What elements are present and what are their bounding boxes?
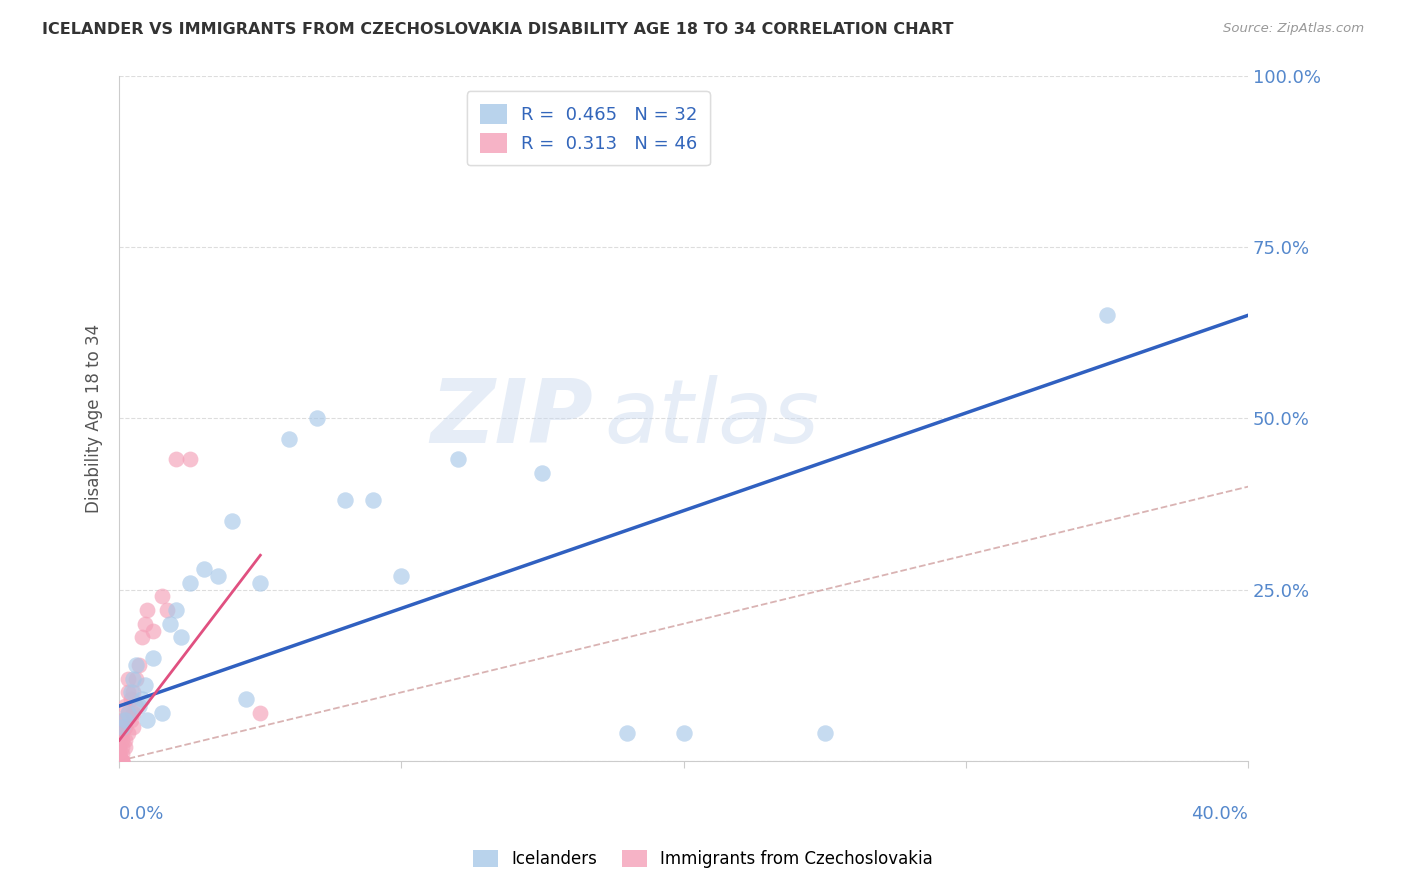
- Point: [616, 726, 638, 740]
- Point: [114, 733, 136, 747]
- Point: [179, 452, 201, 467]
- Point: [136, 713, 159, 727]
- Point: [159, 616, 181, 631]
- Text: atlas: atlas: [605, 376, 820, 461]
- Point: [120, 692, 142, 706]
- Legend: R =  0.465   N = 32, R =  0.313   N = 46: R = 0.465 N = 32, R = 0.313 N = 46: [467, 91, 710, 166]
- Point: [125, 672, 148, 686]
- Point: [122, 672, 145, 686]
- Point: [136, 603, 159, 617]
- Point: [156, 603, 179, 617]
- Text: 40.0%: 40.0%: [1191, 805, 1249, 823]
- Text: Source: ZipAtlas.com: Source: ZipAtlas.com: [1223, 22, 1364, 36]
- Point: [193, 562, 215, 576]
- Point: [108, 740, 131, 755]
- Point: [117, 706, 139, 720]
- Point: [134, 616, 156, 631]
- Point: [672, 726, 695, 740]
- Point: [108, 754, 131, 768]
- Point: [134, 678, 156, 692]
- Point: [114, 740, 136, 755]
- Point: [128, 657, 150, 672]
- Point: [125, 698, 148, 713]
- Point: [128, 698, 150, 713]
- Point: [117, 726, 139, 740]
- Point: [111, 754, 134, 768]
- Point: [117, 672, 139, 686]
- Point: [108, 754, 131, 768]
- Point: [111, 713, 134, 727]
- Point: [114, 713, 136, 727]
- Point: [277, 432, 299, 446]
- Point: [122, 706, 145, 720]
- Point: [249, 706, 271, 720]
- Point: [120, 685, 142, 699]
- Point: [111, 726, 134, 740]
- Point: [165, 452, 187, 467]
- Point: [120, 713, 142, 727]
- Point: [221, 514, 243, 528]
- Text: ZIP: ZIP: [430, 375, 593, 462]
- Point: [235, 692, 257, 706]
- Point: [111, 754, 134, 768]
- Legend: Icelanders, Immigrants from Czechoslovakia: Icelanders, Immigrants from Czechoslovak…: [467, 843, 939, 875]
- Point: [108, 754, 131, 768]
- Point: [165, 603, 187, 617]
- Text: 0.0%: 0.0%: [120, 805, 165, 823]
- Point: [142, 624, 165, 638]
- Point: [179, 575, 201, 590]
- Point: [150, 706, 173, 720]
- Point: [122, 720, 145, 734]
- Point: [131, 692, 153, 706]
- Point: [142, 651, 165, 665]
- Point: [361, 493, 384, 508]
- Point: [150, 590, 173, 604]
- Point: [114, 720, 136, 734]
- Point: [111, 720, 134, 734]
- Point: [111, 754, 134, 768]
- Point: [447, 452, 470, 467]
- Point: [125, 657, 148, 672]
- Point: [117, 685, 139, 699]
- Point: [249, 575, 271, 590]
- Point: [111, 720, 134, 734]
- Point: [333, 493, 356, 508]
- Point: [108, 754, 131, 768]
- Point: [122, 685, 145, 699]
- Point: [108, 747, 131, 761]
- Point: [108, 747, 131, 761]
- Point: [114, 713, 136, 727]
- Point: [111, 747, 134, 761]
- Point: [108, 754, 131, 768]
- Point: [111, 733, 134, 747]
- Point: [108, 747, 131, 761]
- Point: [114, 698, 136, 713]
- Text: ICELANDER VS IMMIGRANTS FROM CZECHOSLOVAKIA DISABILITY AGE 18 TO 34 CORRELATION : ICELANDER VS IMMIGRANTS FROM CZECHOSLOVA…: [42, 22, 953, 37]
- Point: [170, 631, 193, 645]
- Point: [531, 466, 554, 480]
- Point: [108, 754, 131, 768]
- Point: [111, 740, 134, 755]
- Point: [111, 754, 134, 768]
- Point: [117, 706, 139, 720]
- Point: [391, 569, 413, 583]
- Point: [207, 569, 229, 583]
- Point: [1095, 309, 1118, 323]
- Y-axis label: Disability Age 18 to 34: Disability Age 18 to 34: [86, 324, 103, 513]
- Point: [814, 726, 837, 740]
- Point: [131, 631, 153, 645]
- Point: [305, 411, 328, 425]
